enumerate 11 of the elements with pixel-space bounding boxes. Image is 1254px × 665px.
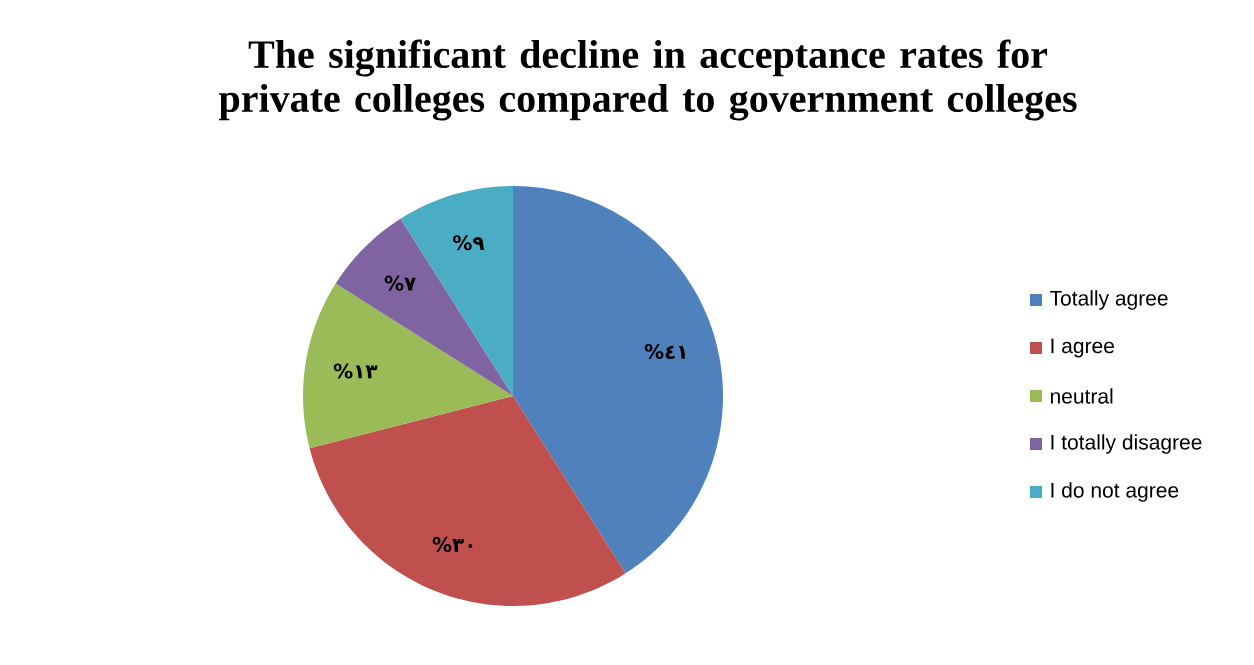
- data-label: %٣٠: [432, 536, 473, 552]
- legend-label: neutral: [1050, 388, 1113, 404]
- data-label: %٧: [384, 275, 416, 291]
- data-label: %٤١: [644, 343, 685, 360]
- data-label: %١٣: [333, 363, 378, 379]
- legend-label: Totally agree: [1050, 290, 1168, 310]
- chart-title: The significant decline in acceptance rates for private colleges compared to government colleges: [218, 39, 1077, 121]
- legend-label: I totally disagree: [1051, 434, 1202, 454]
- legend-label: I agree: [1051, 338, 1114, 358]
- data-label: %٩: [453, 235, 485, 251]
- legend-label: I do not agree: [1051, 482, 1179, 502]
